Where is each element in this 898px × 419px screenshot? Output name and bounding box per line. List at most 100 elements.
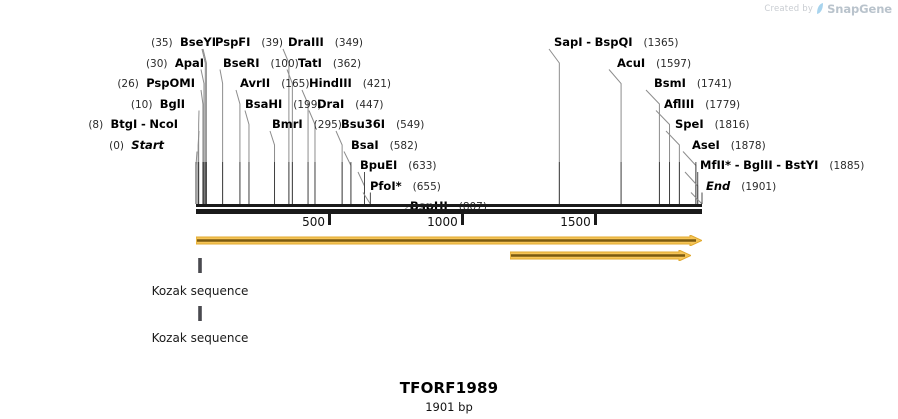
restriction-site-leader-line — [235, 89, 241, 204]
restriction-site-name: BglI — [159, 96, 185, 111]
restriction-site-position: (349) — [334, 37, 364, 49]
snapgene-watermark: Created by SnapGene — [764, 2, 892, 16]
restriction-site-label[interactable]: BseRI (100) — [223, 57, 299, 70]
restriction-site-position: (421) — [362, 78, 392, 90]
restriction-site-label[interactable]: (0) Start — [109, 139, 164, 152]
restriction-site-position: (295) — [313, 119, 342, 131]
restriction-site-name: Start — [131, 137, 164, 152]
restriction-site-name: BseRI — [223, 55, 260, 70]
restriction-site-name: AvrII — [240, 76, 271, 90]
restriction-site-leader-line — [202, 48, 207, 204]
sequence-backbone-top — [196, 204, 702, 207]
restriction-site-label[interactable]: BpuEI (633) — [360, 159, 437, 172]
restriction-site-label[interactable]: AseI (1878) — [692, 139, 766, 152]
restriction-site-position: (549) — [396, 119, 425, 131]
restriction-site-label[interactable]: BsaHI (199) — [245, 98, 321, 111]
sequence-backbone-bottom — [196, 209, 702, 214]
restriction-site-name: DraI — [317, 96, 345, 111]
restriction-site-name: MfII — [700, 158, 726, 172]
sequence-length-label: 1901 bp — [425, 400, 473, 414]
restriction-site-separator: - — [734, 158, 740, 172]
restriction-site-position: (633) — [408, 160, 437, 172]
restriction-site-position: (1741) — [696, 78, 732, 90]
restriction-site-label[interactable]: DraIII (349) — [288, 36, 363, 49]
kozak-sequence-marker[interactable] — [198, 306, 202, 321]
restriction-site-position: (582) — [389, 139, 418, 152]
restriction-site-label[interactable]: DraI (447) — [317, 98, 383, 111]
restriction-site-separator: - — [140, 117, 146, 131]
restriction-site-label[interactable]: SapI - BspQI (1365) — [554, 36, 678, 49]
restriction-site-label[interactable]: MfII* - BglII - BstYI (1885) — [700, 159, 864, 172]
restriction-site-name: BpuEI — [360, 158, 398, 172]
feature-arrow[interactable] — [195, 231, 704, 247]
restriction-site-name: NcoI — [149, 117, 178, 131]
restriction-site-name: PfoI — [370, 178, 396, 193]
restriction-site-name: BsaI — [351, 137, 379, 152]
restriction-site-position: (8) — [88, 119, 104, 131]
kozak-sequence-marker[interactable] — [198, 258, 202, 273]
restriction-site-position: (1816) — [714, 119, 750, 131]
restriction-site-name: ApaI — [174, 55, 204, 70]
restriction-site-position: (30) — [145, 57, 168, 70]
restriction-site-name: HindIII — [309, 76, 352, 90]
watermark-brand-label: SnapGene — [827, 2, 892, 16]
restriction-site-label[interactable]: BsmI (1741) — [654, 77, 732, 90]
restriction-site-leader-line — [655, 110, 671, 204]
restriction-site-name: SpeI — [675, 117, 704, 131]
restriction-site-label[interactable]: PspFI (39) — [215, 36, 283, 49]
restriction-site-label[interactable]: TatI (362) — [298, 57, 361, 70]
ruler-tick — [328, 214, 332, 225]
restriction-site-position: (362) — [332, 57, 362, 70]
restriction-site-name: AseI — [692, 137, 720, 152]
restriction-site-position: (39) — [261, 37, 283, 49]
restriction-site-label[interactable]: (10) BglI — [131, 98, 185, 111]
restriction-site-name: SapI — [554, 35, 583, 49]
restriction-site-position: (100) — [270, 57, 299, 70]
restriction-site-name: PspFI — [215, 35, 251, 49]
restriction-site-leader-line — [269, 130, 276, 204]
kozak-sequence-label: Kozak sequence — [151, 331, 249, 345]
ruler-tick-label: 1500 — [560, 215, 591, 229]
restriction-site-label[interactable]: (26) PspOMI — [117, 77, 195, 90]
restriction-site-name: PspOMI — [146, 76, 195, 90]
restriction-site-label[interactable]: (30) ApaI — [146, 57, 204, 70]
restriction-site-star-marker: * — [395, 178, 402, 193]
restriction-site-label[interactable]: Bsu36I (549) — [341, 118, 424, 131]
restriction-site-label[interactable]: AvrII (165) — [240, 77, 309, 90]
restriction-site-leader-line — [548, 48, 560, 204]
restriction-site-label[interactable]: BsaI (582) — [351, 139, 418, 152]
restriction-site-position: (1597) — [656, 57, 692, 70]
feature-arrow[interactable] — [509, 246, 693, 262]
restriction-site-label[interactable]: BmrI (295) — [272, 118, 342, 131]
ruler-tick-label: 500 — [302, 215, 325, 229]
restriction-site-name: BspQI — [594, 35, 633, 49]
restriction-site-leader-line — [357, 171, 365, 204]
restriction-site-label[interactable]: SpeI (1816) — [675, 118, 749, 131]
restriction-site-label[interactable]: End (1901) — [706, 180, 776, 193]
restriction-site-label[interactable]: HindIII (421) — [309, 77, 391, 90]
restriction-site-name: End — [706, 178, 731, 193]
restriction-site-label[interactable]: AflIII (1779) — [664, 98, 740, 111]
restriction-site-position: (1901) — [741, 180, 777, 193]
sequence-title-block: TFORF1989 1901 bp — [0, 379, 898, 414]
sequence-name-label: TFORF1989 — [399, 379, 499, 397]
watermark-created-by-label: Created by — [764, 4, 814, 14]
restriction-site-label[interactable]: (35) BseYI — [151, 36, 216, 49]
restriction-site-position: (1779) — [705, 98, 741, 111]
restriction-site-leader-line — [645, 89, 660, 204]
restriction-site-name: BstYI — [784, 158, 819, 172]
restriction-site-position: (1878) — [730, 139, 766, 152]
restriction-site-label[interactable]: AcuI (1597) — [617, 57, 691, 70]
restriction-site-leader-line — [362, 192, 371, 205]
restriction-site-position: (10) — [130, 98, 153, 111]
restriction-site-position: (199) — [293, 98, 322, 111]
restriction-site-leader-line — [335, 130, 343, 204]
restriction-site-name: BsaHI — [245, 96, 283, 111]
restriction-site-name: Bsu36I — [341, 117, 386, 131]
restriction-site-leader-line — [343, 151, 352, 204]
restriction-site-label[interactable]: PfoI* (655) — [370, 180, 441, 193]
restriction-site-label[interactable]: (8) BtgI - NcoI — [88, 118, 178, 131]
restriction-site-name: BmrI — [272, 117, 303, 131]
restriction-site-position: (165) — [281, 78, 310, 90]
